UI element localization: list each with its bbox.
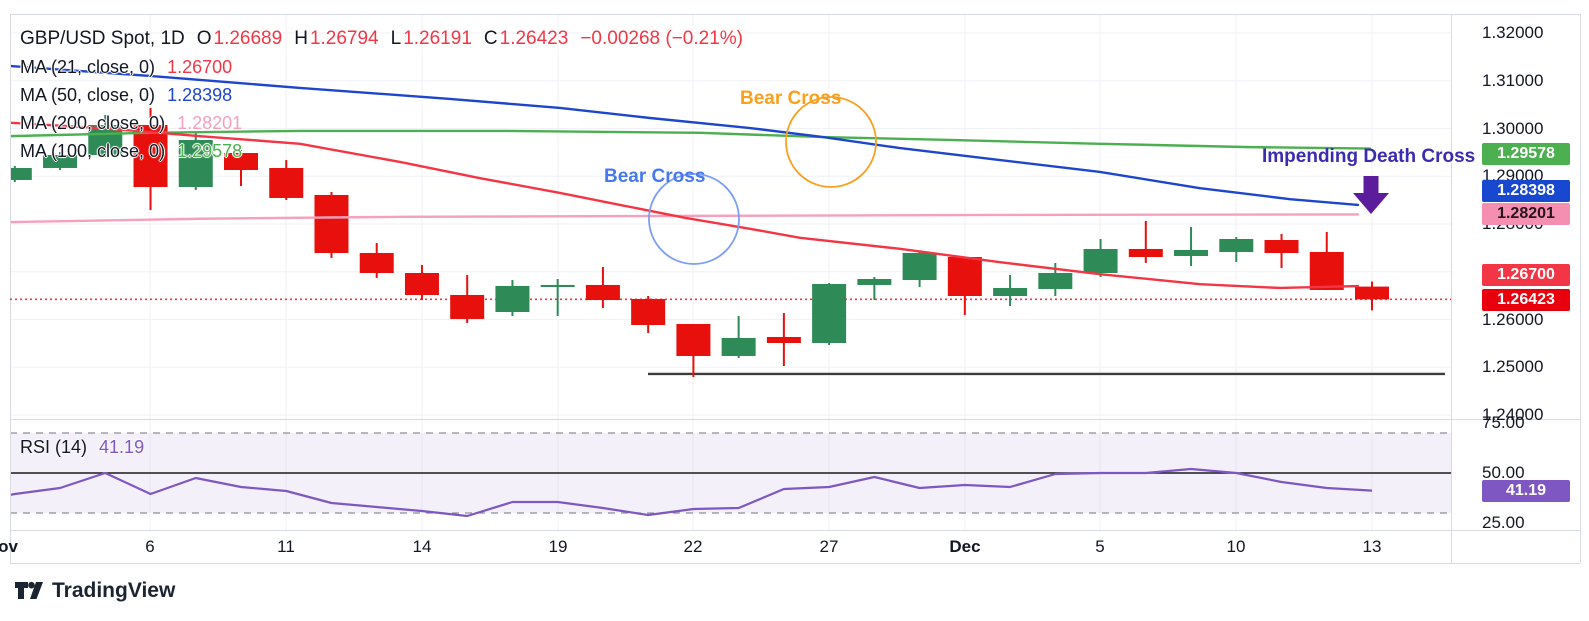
time-label: Dec bbox=[949, 537, 981, 556]
candle-down bbox=[1309, 251, 1344, 290]
ma-200-row[interactable]: MA (200, close, 0) 1.28201 bbox=[20, 109, 743, 137]
ma-100-line[interactable] bbox=[10, 129, 1372, 150]
ma-200-line[interactable] bbox=[10, 213, 1360, 224]
open-value: 1.26689 bbox=[213, 28, 283, 49]
symbol-title[interactable]: GBP/USD Spot, 1D bbox=[20, 28, 185, 49]
ma-21-label: MA (21, close, 0) bbox=[20, 57, 156, 77]
open-label: O bbox=[196, 28, 212, 49]
candle-down bbox=[1264, 239, 1299, 253]
candle-down bbox=[585, 284, 620, 301]
price-tick-label: 1.30000 bbox=[1482, 118, 1544, 138]
candle-down bbox=[1128, 248, 1163, 257]
legend-symbol-row[interactable]: GBP/USD Spot, 1D O 1.26689 H 1.26794 L 1.26191… bbox=[20, 24, 743, 53]
tradingview-mark-icon bbox=[15, 581, 43, 599]
candle-down bbox=[766, 336, 801, 343]
rsi-line[interactable] bbox=[10, 467, 1373, 518]
time-label: 11 bbox=[277, 537, 295, 556]
price-tick-label: 1.32000 bbox=[1482, 23, 1544, 42]
candle-up bbox=[178, 140, 213, 187]
candle-down bbox=[133, 125, 168, 187]
time-label: 14 bbox=[412, 537, 432, 556]
candle-down bbox=[314, 194, 349, 253]
candle-up bbox=[902, 252, 937, 281]
candle-down bbox=[359, 252, 394, 273]
time-label: 22 bbox=[683, 537, 703, 556]
rsi-tick-label: 75.00 bbox=[1482, 413, 1525, 432]
candle-up bbox=[1083, 248, 1118, 273]
ma-21-line[interactable] bbox=[10, 121, 1360, 290]
candle-up bbox=[1038, 272, 1073, 289]
candle-down bbox=[947, 256, 982, 297]
rsi-legend-row[interactable]: RSI (14) 41.19 bbox=[20, 437, 144, 458]
candle-down bbox=[269, 167, 304, 198]
bear-cross-circle-2[interactable] bbox=[785, 96, 877, 188]
ma-50-row[interactable]: MA (50, close, 0) 1.28398 bbox=[20, 81, 743, 109]
bear-cross-label-1[interactable]: Bear Cross bbox=[604, 166, 706, 187]
candle-down bbox=[676, 323, 711, 356]
candle-up bbox=[857, 279, 892, 285]
time-label: ov bbox=[0, 537, 18, 556]
rsi-value: 41.19 bbox=[99, 437, 145, 457]
candle-up bbox=[721, 337, 756, 356]
candle-down bbox=[1355, 286, 1389, 300]
ma-100-row[interactable]: MA (100, close, 0) 1.29578 bbox=[20, 137, 743, 165]
tradingview-wordmark: TradingView bbox=[52, 579, 176, 602]
tradingview-logo[interactable]: TradingView bbox=[14, 578, 175, 604]
high-label: H bbox=[294, 28, 308, 49]
rsi-tick-label: 25.00 bbox=[1482, 513, 1525, 532]
ma-100-label: MA (100, close, 0) bbox=[20, 141, 166, 161]
candle-down bbox=[631, 299, 666, 325]
candle-up bbox=[11, 167, 32, 180]
price-tick-label: 1.25000 bbox=[1482, 357, 1544, 377]
rsi-tick-label: 50.00 bbox=[1482, 463, 1525, 482]
ma-50-label: MA (50, close, 0) bbox=[20, 85, 156, 105]
time-label: 27 bbox=[819, 537, 839, 556]
bear-cross-label-2[interactable]: Bear Cross bbox=[740, 88, 842, 109]
candle-up bbox=[812, 283, 847, 343]
high-value: 1.26794 bbox=[309, 28, 379, 49]
candle-up bbox=[43, 155, 78, 168]
candle-down bbox=[224, 152, 258, 170]
ma-50-value: 1.28398 bbox=[167, 85, 233, 105]
candle-down bbox=[404, 272, 439, 296]
candle-down bbox=[450, 295, 485, 319]
close-label: C bbox=[483, 28, 498, 49]
axis-badge: 1.28201 bbox=[1482, 203, 1570, 226]
candle-up bbox=[540, 284, 575, 287]
ma-100-value: 1.29578 bbox=[177, 141, 243, 161]
candle-up bbox=[495, 285, 530, 313]
time-label: 13 bbox=[1362, 537, 1382, 556]
death-cross-arrow-icon[interactable] bbox=[1353, 176, 1389, 214]
bear-cross-circle-1[interactable] bbox=[648, 173, 740, 265]
rsi-label: RSI (14) bbox=[20, 437, 88, 457]
price-tick-label: 1.24000 bbox=[1482, 405, 1544, 424]
ma-200-value: 1.28201 bbox=[177, 113, 243, 133]
change-value: −0.00268 (−0.21%) bbox=[580, 28, 743, 49]
axis-badge: 1.29578 bbox=[1482, 142, 1570, 165]
price-tick-label: 1.31000 bbox=[1482, 70, 1544, 90]
ma-21-value: 1.26700 bbox=[167, 57, 233, 77]
candle-up bbox=[1174, 249, 1209, 256]
ma-21-row[interactable]: MA (21, close, 0) 1.26700 bbox=[20, 53, 743, 81]
axis-badge: 1.28398 bbox=[1482, 179, 1570, 202]
price-tick-label: 1.26000 bbox=[1482, 309, 1544, 329]
candles bbox=[11, 108, 1389, 377]
axis-badge: 1.26423 bbox=[1482, 289, 1570, 312]
close-value: 1.26423 bbox=[499, 28, 569, 49]
axis-badge: 41.19 bbox=[1482, 479, 1570, 502]
time-label: 10 bbox=[1226, 537, 1246, 556]
ma-200-label: MA (200, close, 0) bbox=[20, 113, 166, 133]
legend: GBP/USD Spot, 1D O 1.26689 H 1.26794 L 1.26191… bbox=[20, 24, 743, 165]
candle-up bbox=[993, 287, 1028, 297]
time-label: 6 bbox=[145, 537, 155, 556]
low-value: 1.26191 bbox=[403, 28, 472, 49]
impending-death-cross-label[interactable]: Impending Death Cross bbox=[1262, 146, 1476, 167]
time-label: 19 bbox=[548, 537, 568, 556]
axis-badge: 1.26700 bbox=[1482, 264, 1570, 287]
candle-up bbox=[1219, 238, 1254, 252]
low-label: L bbox=[390, 28, 402, 49]
time-label: 5 bbox=[1095, 537, 1105, 556]
